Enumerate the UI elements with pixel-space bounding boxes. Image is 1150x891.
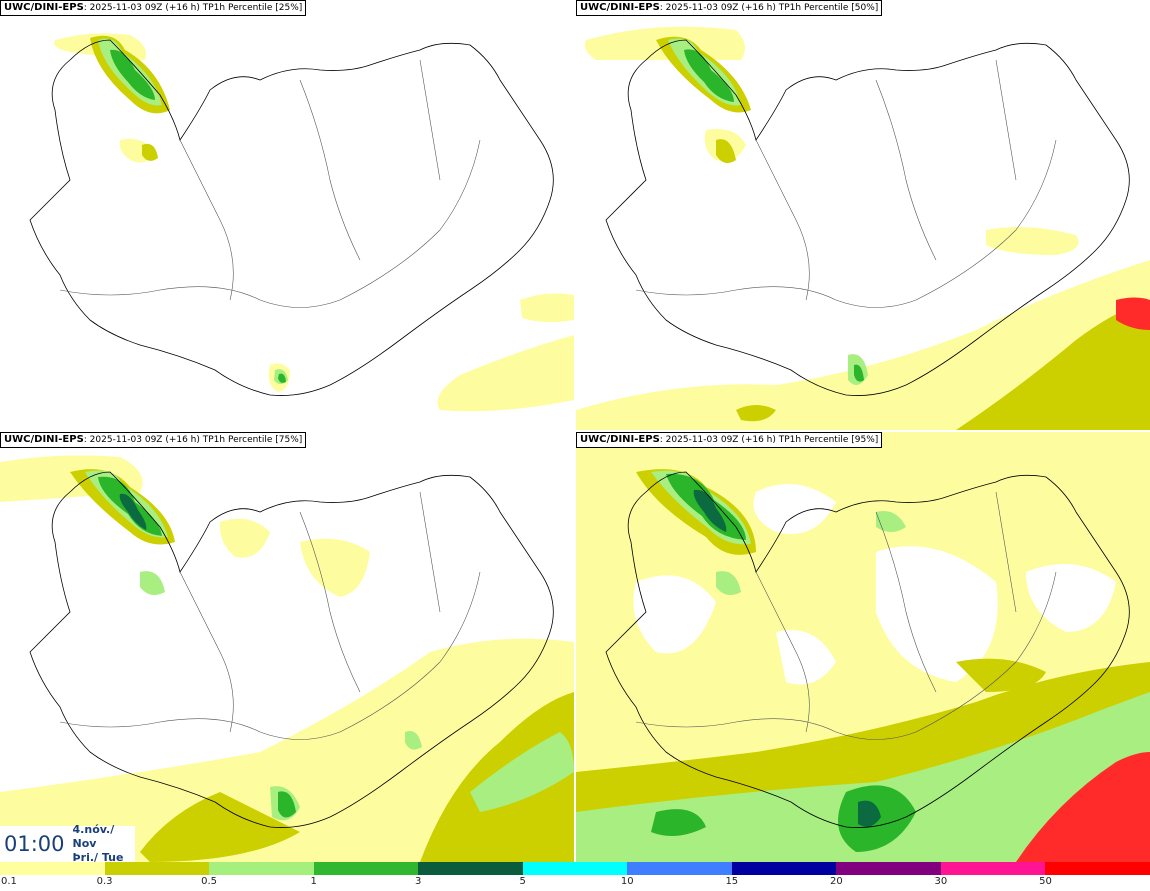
scale-segment bbox=[418, 862, 523, 875]
precip-map bbox=[29, 33, 574, 412]
scale-label: 10 bbox=[620, 876, 634, 887]
color-scale-bar bbox=[0, 862, 1150, 875]
panel-divider bbox=[0, 430, 1150, 432]
weekday-label: Þri./ Tue bbox=[72, 851, 124, 864]
scale-segment bbox=[209, 862, 314, 875]
panel-title: UWC/DINI-EPS: 2025-11-03 09Z (+16 h) TP1… bbox=[576, 0, 883, 16]
map-panel-p95: UWC/DINI-EPS: 2025-11-03 09Z (+16 h) TP1… bbox=[576, 432, 1150, 862]
valid-time: 01:00 bbox=[4, 832, 65, 856]
map-panel-p50: UWC/DINI-EPS: 2025-11-03 09Z (+16 h) TP1… bbox=[576, 0, 1150, 430]
panel-title: UWC/DINI-EPS: 2025-11-03 09Z (+16 h) TP1… bbox=[576, 432, 883, 448]
panel-title: UWC/DINI-EPS: 2025-11-03 09Z (+16 h) TP1… bbox=[0, 0, 307, 16]
scale-segment bbox=[1045, 862, 1150, 875]
scale-segment bbox=[940, 862, 1046, 875]
scale-label: 30 bbox=[934, 876, 948, 887]
scale-segment bbox=[836, 862, 941, 875]
scale-label: 20 bbox=[829, 876, 843, 887]
valid-time-box: 01:00 4.nóv./ Nov Þri./ Tue bbox=[0, 823, 135, 865]
scale-label: 0.5 bbox=[201, 876, 218, 887]
scale-label: 1 bbox=[310, 876, 317, 887]
scale-label: 0.3 bbox=[96, 876, 113, 887]
map-panel-p25: UWC/DINI-EPS: 2025-11-03 09Z (+16 h) TP1… bbox=[0, 0, 574, 430]
scale-label: 50 bbox=[1039, 876, 1052, 887]
scale-segment bbox=[104, 862, 210, 875]
precip-map bbox=[576, 432, 1150, 862]
scale-label: 3 bbox=[414, 876, 422, 887]
panel-title: UWC/DINI-EPS: 2025-11-03 09Z (+16 h) TP1… bbox=[0, 432, 307, 448]
scale-segment bbox=[0, 862, 105, 875]
valid-date: 4.nóv./ Nov Þri./ Tue bbox=[73, 823, 135, 865]
scale-label: 0.1 bbox=[1, 876, 17, 887]
color-scale-labels: 0.1 0.3 0.5 1 3 5 10 15 20 30 50 bbox=[0, 876, 1150, 890]
date-label: 4.nóv./ Nov bbox=[72, 823, 115, 850]
scale-label: 5 bbox=[519, 876, 526, 887]
map-panel-p75: UWC/DINI-EPS: 2025-11-03 09Z (+16 h) TP1… bbox=[0, 432, 574, 862]
scale-segment bbox=[313, 862, 419, 875]
scale-segment bbox=[627, 862, 732, 875]
scale-segment bbox=[731, 862, 837, 875]
scale-label: 15 bbox=[725, 876, 739, 887]
scale-segment bbox=[522, 862, 628, 875]
precip-map bbox=[0, 455, 574, 862]
precip-map bbox=[576, 26, 1150, 430]
